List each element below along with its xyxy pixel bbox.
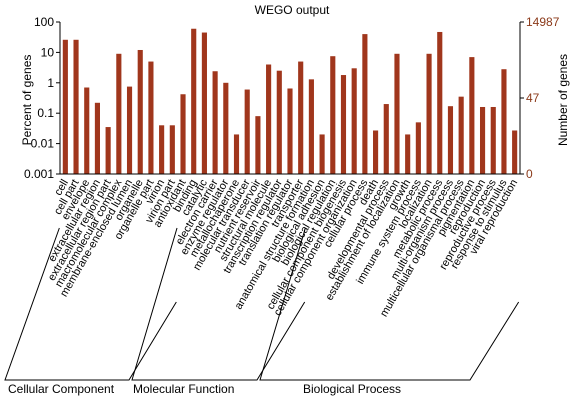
left-tick-label: 0.001: [24, 167, 54, 181]
bar-13: [201, 32, 207, 174]
group-label-1: Molecular Function: [133, 382, 234, 396]
bar-4: [105, 127, 111, 174]
bar-1: [73, 39, 79, 174]
bar-17: [244, 89, 250, 174]
bar-40: [490, 106, 496, 174]
bar-32: [405, 134, 411, 174]
bar-24: [319, 134, 325, 174]
bar-38: [469, 57, 475, 174]
bar-25: [330, 56, 336, 175]
bar-28: [362, 34, 368, 174]
group-brackets: Cellular Component Molecular Function Biol…: [4, 227, 520, 396]
bar-14: [212, 71, 218, 174]
bar-18: [255, 116, 261, 174]
bar-26: [340, 75, 347, 174]
bar-16: [233, 134, 240, 174]
bar-0: [62, 39, 68, 174]
bar-27: [351, 68, 357, 174]
left-tick-label: 1: [47, 76, 54, 90]
right-tick-label: 14987: [526, 15, 560, 29]
left-tick-label: 0.1: [37, 106, 54, 120]
left-tick-label: 0.01: [31, 137, 55, 151]
bar-41: [501, 69, 507, 174]
group-bracket-0: [4, 227, 177, 381]
bar-7: [137, 49, 143, 174]
bar-10: [169, 125, 175, 174]
bar-15: [223, 82, 229, 174]
right-tick-label: 47: [526, 91, 540, 105]
bar-12: [191, 28, 197, 174]
right-y-axis-label: Number of genes: [556, 54, 570, 146]
bar-42: [512, 130, 518, 174]
bar-39: [479, 106, 486, 174]
bar-19: [266, 64, 272, 174]
bar-21: [287, 88, 293, 174]
bar-36: [447, 106, 454, 174]
bar-23: [308, 79, 314, 174]
bar-29: [373, 130, 379, 174]
left-tick-label: 10: [41, 45, 55, 59]
bar-31: [394, 53, 400, 174]
right-tick-label: 0: [526, 167, 533, 181]
bar-37: [458, 96, 464, 174]
group-bracket-1: [131, 227, 306, 381]
left-y-axis-label: Percent of genes: [20, 55, 34, 146]
left-tick-label: 100: [34, 15, 54, 29]
group-label-2: Biological Process: [303, 382, 401, 396]
group-label-0: Cellular Component: [8, 382, 115, 396]
left-y-axis: 0.001 0.01 0.1 1 10 100: [24, 15, 520, 181]
bar-3: [94, 102, 100, 174]
bar-group: [62, 28, 518, 175]
bar-20: [276, 70, 282, 174]
bar-6: [126, 86, 133, 174]
bar-22: [298, 61, 304, 174]
bar-35: [437, 31, 443, 174]
bar-2: [84, 87, 90, 174]
bar-11: [180, 94, 186, 174]
bar-34: [426, 53, 432, 174]
group-bracket-2: [259, 227, 520, 381]
bar-33: [415, 122, 421, 174]
bar-9: [159, 125, 165, 174]
chart-title: WEGO output: [255, 3, 330, 17]
bar-30: [383, 104, 389, 174]
bar-8: [148, 61, 154, 174]
right-y-axis: 0 47 14987: [519, 15, 560, 181]
bar-5: [116, 53, 122, 174]
